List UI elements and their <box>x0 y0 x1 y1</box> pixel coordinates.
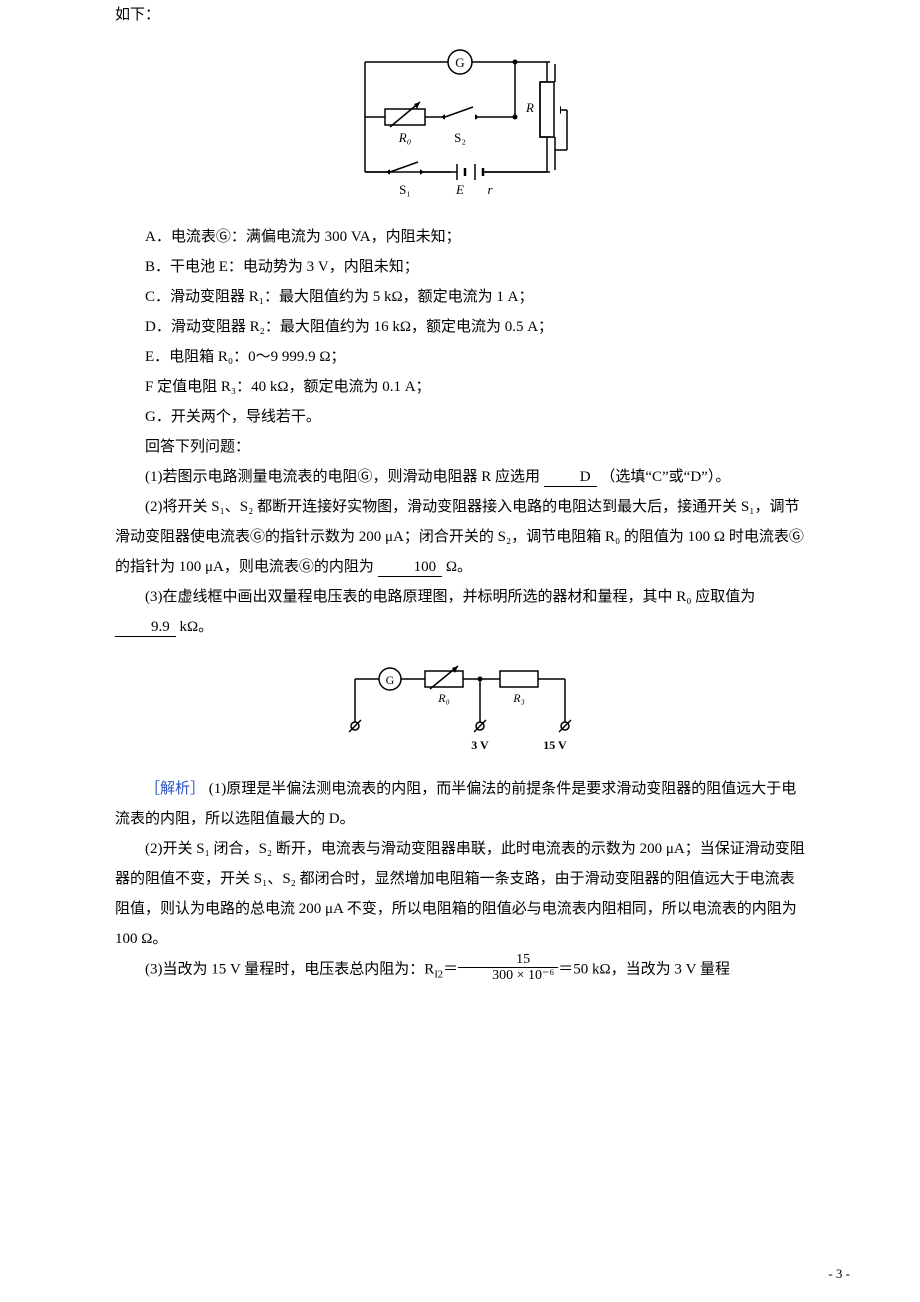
intro-text: 如下： <box>115 0 805 30</box>
solution-p3-post: ＝50 kΩ，当改为 3 V 量程 <box>558 961 730 977</box>
fig2-g-label: G <box>386 673 395 687</box>
item-b: B．干电池 E：电动势为 3 V，内阻未知； <box>115 252 805 282</box>
page-container: 如下： G R₀ S₂ <box>0 0 920 1302</box>
fig2-15v-label: 15 V <box>543 738 567 752</box>
fig1-s1-label: S₁ <box>399 182 411 197</box>
frac-den: 300 × 10⁻⁶ <box>458 968 558 983</box>
fig2-r3-label: R₃ <box>512 691 525 705</box>
q2-answer: 100 <box>378 558 443 577</box>
item-a: A．电流表Ⓖ：满偏电流为 300 VA，内阻未知； <box>115 222 805 252</box>
q3-pre: (3)在虚线框中画出双量程电压表的电路原理图，并标明所选的器材和量程，其中 R₀… <box>145 589 755 605</box>
solution-p3-sub: I2 <box>434 969 443 980</box>
q2-post: Ω。 <box>446 559 472 575</box>
q2-text: (2)将开关 S₁、S₂ 都断开连接好实物图，滑动变阻器接入电路的电阻达到最大后… <box>115 492 805 582</box>
q3-text: (3)在虚线框中画出双量程电压表的电路原理图，并标明所选的器材和量程，其中 R₀… <box>115 582 805 642</box>
fig1-r-small-label: r <box>487 182 493 197</box>
solution-p1: ［解析］ (1)原理是半偏法测电流表的内阻，而半偏法的前提条件是要求滑动变阻器的… <box>115 774 805 834</box>
q1-text: (1)若图示电路测量电流表的电阻Ⓖ，则滑动电阻器 R 应选用 D （选填“C”或… <box>115 462 805 492</box>
q1-pre: (1)若图示电路测量电流表的电阻Ⓖ，则滑动电阻器 R 应选用 <box>145 469 540 485</box>
fraction: 15300 × 10⁻⁶ <box>458 952 558 984</box>
frac-num: 15 <box>458 952 558 968</box>
solution-label: ［解析］ <box>145 781 205 797</box>
solution-p3: (3)当改为 15 V 量程时，电压表总内阻为：RI2＝15300 × 10⁻⁶… <box>115 954 805 986</box>
q3-post: kΩ。 <box>180 619 214 635</box>
fig1-g-label: G <box>455 55 464 70</box>
solution-p3-eq: ＝ <box>443 961 458 977</box>
fig1-r0-label: R₀ <box>398 130 411 145</box>
item-d: D．滑动变阻器 R₂：最大阻值约为 16 kΩ，额定电流为 0.5 A； <box>115 312 805 342</box>
item-g: G．开关两个，导线若干。 <box>115 402 805 432</box>
fig2-3v-label: 3 V <box>471 738 489 752</box>
figure-2: G R₀ R₃ 3 V 15 V <box>115 654 805 764</box>
item-f: F 定值电阻 R₃：40 kΩ，额定电流为 0.1 A； <box>115 372 805 402</box>
solution-p2: (2)开关 S₁ 闭合，S₂ 断开，电流表与滑动变阻器串联，此时电流表的示数为 … <box>115 834 805 954</box>
q1-post: （选填“C”或“D”）。 <box>600 469 730 485</box>
fig2-r0-label: R₀ <box>437 691 450 705</box>
fig1-r-label: R <box>525 100 534 115</box>
fig1-e-label: E <box>455 182 464 197</box>
q1-answer: D <box>544 468 597 487</box>
circuit-1-svg: G R₀ S₂ <box>345 42 575 212</box>
page-number: - 3 - <box>828 1266 850 1282</box>
figure-1: G R₀ S₂ <box>115 42 805 212</box>
item-e: E．电阻箱 R₀：0～9 999.9 Ω； <box>115 342 805 372</box>
item-c: C．滑动变阻器 R₁：最大阻值约为 5 kΩ，额定电流为 1 A； <box>115 282 805 312</box>
solution-p3-pre: (3)当改为 15 V 量程时，电压表总内阻为：R <box>145 961 434 977</box>
solution-p1-text: (1)原理是半偏法测电流表的内阻，而半偏法的前提条件是要求滑动变阻器的阻值远大于… <box>115 781 796 827</box>
answer-header: 回答下列问题： <box>115 432 805 462</box>
fig1-s2-label: S₂ <box>454 130 466 145</box>
q3-answer: 9.9 <box>115 618 176 637</box>
circuit-2-svg: G R₀ R₃ 3 V 15 V <box>335 654 585 764</box>
